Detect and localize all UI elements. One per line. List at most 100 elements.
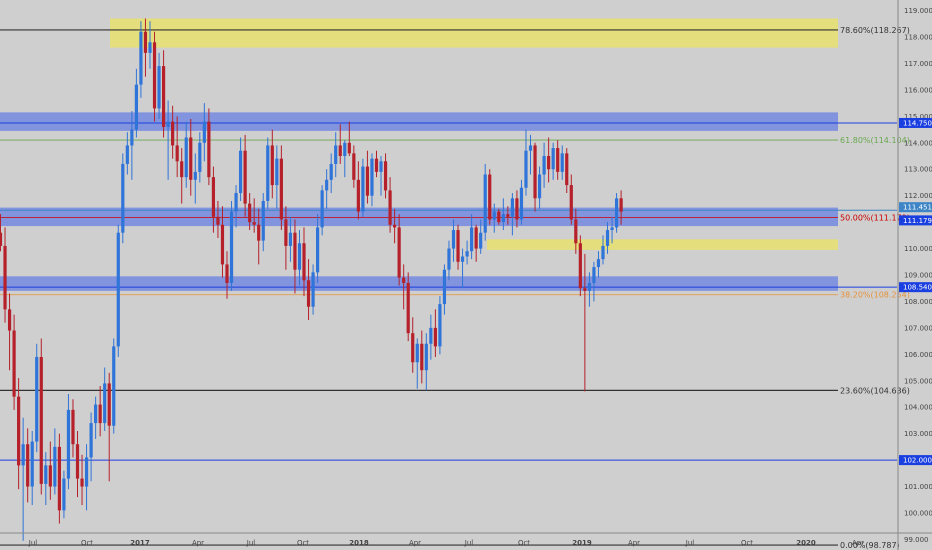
y-tick-label: 106.000 xyxy=(904,351,932,359)
candle-body xyxy=(596,259,601,268)
candle-body xyxy=(334,145,338,164)
candle-body xyxy=(211,177,216,217)
candle-body xyxy=(442,269,447,305)
fib-label: 78.60%(118.267) xyxy=(840,26,910,35)
candle-body xyxy=(415,343,419,363)
candle-body xyxy=(483,174,487,233)
candle-body xyxy=(21,444,25,466)
candle-body xyxy=(157,66,161,109)
candle-body xyxy=(266,145,270,201)
candle-body xyxy=(94,404,98,424)
candle-body xyxy=(325,179,329,191)
price-labels-layer: 114.750 111.451 111.179 108.540 102.000 xyxy=(899,117,932,466)
candle-body xyxy=(583,288,587,291)
candle-body xyxy=(383,161,388,191)
candle-body xyxy=(166,121,170,127)
candle-body xyxy=(537,174,542,199)
candle-body xyxy=(71,409,75,445)
candle-body xyxy=(547,156,551,170)
price-label-box xyxy=(899,202,932,213)
candle-body xyxy=(288,232,293,246)
candle-body xyxy=(506,214,510,217)
candle-body xyxy=(610,227,614,231)
candle-body xyxy=(556,148,560,172)
x-tick-label: 2018 xyxy=(349,539,369,547)
candle-body xyxy=(519,187,524,220)
candle-body xyxy=(248,203,252,223)
candle-body xyxy=(80,478,84,487)
candle-body xyxy=(116,232,120,347)
fib-levels-layer: 78.60%(118.267) 61.80%(114.104) 50.00%(111… xyxy=(0,26,910,550)
candle-body xyxy=(220,224,225,265)
candle-body xyxy=(365,166,370,196)
fib-label: 23.60%(104.636) xyxy=(840,386,910,395)
candle-body xyxy=(402,277,406,283)
candle-body xyxy=(257,224,261,241)
candle-body xyxy=(112,346,116,426)
candle-body xyxy=(510,198,514,217)
y-tick-label: 105.000 xyxy=(904,377,932,385)
y-tick-label: 101.000 xyxy=(904,483,932,491)
candle-body xyxy=(57,446,61,511)
candle-body xyxy=(578,243,582,289)
candle-body xyxy=(460,256,465,262)
candle-body xyxy=(574,219,578,244)
candle-body xyxy=(451,230,456,249)
y-tick-label: 119.000 xyxy=(904,7,932,15)
candle-body xyxy=(62,478,66,511)
x-tick-label: 2019 xyxy=(572,539,592,547)
y-tick-label: 103.000 xyxy=(904,430,932,438)
candle-body xyxy=(261,200,265,241)
candle-body xyxy=(497,211,501,223)
price-label-text: 111.179 xyxy=(903,217,932,225)
candle-body xyxy=(66,409,71,479)
candle-body xyxy=(406,282,410,334)
zone-blue-1 xyxy=(0,112,838,131)
candle-body xyxy=(275,158,279,186)
candle-body xyxy=(542,156,546,175)
candle-body xyxy=(306,280,311,307)
candle-body xyxy=(98,404,102,424)
candle-body xyxy=(397,227,401,278)
candle-body xyxy=(420,343,424,371)
candle-body xyxy=(438,304,442,347)
price-label-text: 102.000 xyxy=(903,457,932,465)
candle-body xyxy=(143,31,148,53)
candle-body xyxy=(35,356,39,442)
candle-body xyxy=(39,356,43,484)
candle-body xyxy=(565,153,569,186)
candle-body xyxy=(388,190,392,225)
x-tick-label: 2017 xyxy=(130,539,150,547)
candle-body xyxy=(243,150,247,204)
price-label-box xyxy=(899,455,932,466)
candle-body xyxy=(225,264,229,283)
candle-body xyxy=(121,163,125,233)
candle-body xyxy=(198,142,202,172)
zone-blue-4 xyxy=(0,276,838,291)
candle-body xyxy=(569,185,573,220)
zone-yellow-0 xyxy=(110,18,838,48)
candle-body xyxy=(605,230,610,246)
price-label-box xyxy=(899,282,932,293)
x-axis: Jul Oct 2017 Apr Jul Oct 2018 Apr Jul Oct 2019 Apr J… xyxy=(28,539,864,547)
candle-body xyxy=(474,227,478,249)
candle-body xyxy=(161,66,166,127)
candle-body xyxy=(44,465,48,484)
x-tick-label: Jul xyxy=(28,539,38,547)
x-tick-label: Apr xyxy=(628,539,640,547)
candle-body xyxy=(125,145,129,164)
candle-body xyxy=(356,179,360,212)
candle-body xyxy=(184,137,188,178)
candle-body xyxy=(619,198,623,212)
y-tick-label: 114.000 xyxy=(904,139,932,147)
x-tick-label: Jul xyxy=(464,539,474,547)
x-tick-label: Oct xyxy=(297,539,309,547)
candle-body xyxy=(53,446,57,487)
candle-body xyxy=(592,267,596,283)
candle-body xyxy=(3,245,7,310)
candle-body xyxy=(551,148,555,170)
fib-label: 0.00%(98.787) xyxy=(840,541,900,550)
fib-label: 61.80%(114.104) xyxy=(840,136,910,145)
